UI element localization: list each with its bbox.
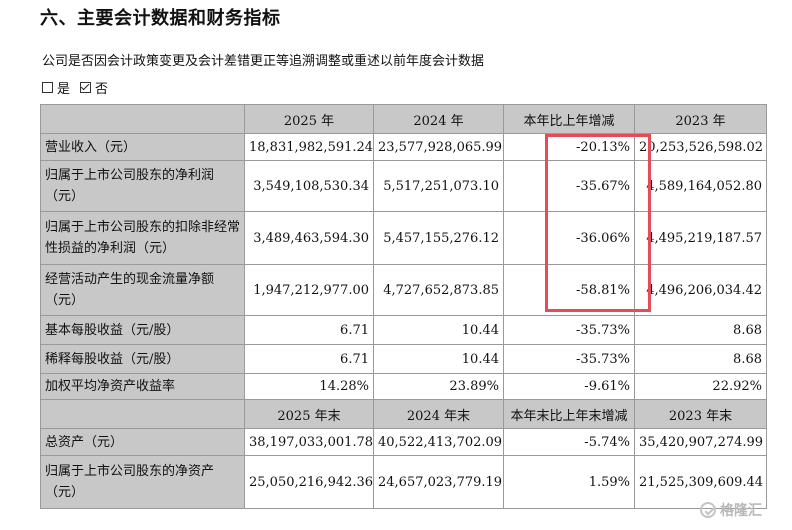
value-cell: 23.89%	[373, 373, 504, 400]
header-cell: 2024 年	[373, 104, 504, 134]
value-cell: 25,050,216,942.36	[244, 455, 374, 509]
yes-option-label: 是	[57, 82, 71, 97]
table-row: 基本每股收益（元/股） 6.71 10.44 -35.73% 8.68	[40, 315, 767, 345]
header-cell	[40, 399, 245, 429]
row-label: 加权平均净资产收益率	[40, 373, 245, 400]
row-label: 归属于上市公司股东的净资产（元）	[40, 455, 245, 509]
value-cell: 4,589,164,052.80	[634, 160, 767, 212]
table-row: 总资产（元） 38,197,033,001.78 40,522,413,702.…	[40, 428, 767, 456]
financial-indicators-table: 2025 年 2024 年 本年比上年增减 2023 年 营业收入（元） 18,…	[40, 104, 767, 509]
header-cell: 2023 年末	[634, 399, 767, 429]
change-cell: -9.61%	[503, 373, 635, 400]
table-row: 营业收入（元） 18,831,982,591.24 23,577,928,065…	[40, 133, 767, 161]
row-label: 归属于上市公司股东的净利润（元）	[40, 160, 245, 212]
value-cell: 3,489,463,594.30	[244, 211, 374, 265]
header-cell: 2023 年	[634, 104, 767, 134]
section-title: 六、主要会计数据和财务指标	[40, 8, 281, 29]
value-cell: 21,525,309,609.44	[634, 455, 767, 509]
check-circle-icon	[700, 502, 716, 518]
no-option-label: 否	[95, 82, 109, 97]
change-cell: -35.73%	[503, 344, 635, 374]
row-label: 经营活动产生的现金流量净额（元）	[40, 264, 245, 316]
value-cell: 4,727,652,873.85	[373, 264, 504, 316]
change-cell: 1.59%	[503, 455, 635, 509]
change-cell: -5.74%	[503, 428, 635, 456]
change-cell: -58.81%	[503, 264, 635, 316]
header-cell	[40, 104, 245, 134]
table-row: 归属于上市公司股东的扣除非经常性损益的净利润（元） 3,489,463,594.…	[40, 211, 767, 265]
watermark: 格隆汇	[700, 500, 762, 520]
value-cell: 4,496,206,034.42	[634, 264, 767, 316]
table-header-row: 2025 年末 2024 年末 本年末比上年末增减 2023 年末	[40, 399, 767, 429]
value-cell: 20,253,526,598.02	[634, 133, 767, 161]
value-cell: 8.68	[634, 344, 767, 374]
value-cell: 5,517,251,073.10	[373, 160, 504, 212]
table-header-row: 2025 年 2024 年 本年比上年增减 2023 年	[40, 104, 767, 134]
value-cell: 22.92%	[634, 373, 767, 400]
header-cell: 2025 年末	[244, 399, 374, 429]
change-cell: -36.06%	[503, 211, 635, 265]
value-cell: 4,495,219,187.57	[634, 211, 767, 265]
restatement-options: 是 否	[42, 78, 114, 97]
change-cell: -35.67%	[503, 160, 635, 212]
value-cell: 23,577,928,065.99	[373, 133, 504, 161]
table-row: 经营活动产生的现金流量净额（元） 1,947,212,977.00 4,727,…	[40, 264, 767, 316]
value-cell: 6.71	[244, 315, 374, 345]
header-cell: 本年末比上年末增减	[503, 399, 635, 429]
value-cell: 10.44	[373, 315, 504, 345]
change-cell: -35.73%	[503, 315, 635, 345]
header-cell: 2024 年末	[373, 399, 504, 429]
table-row: 归属于上市公司股东的净资产（元） 25,050,216,942.36 24,65…	[40, 455, 767, 509]
row-label: 基本每股收益（元/股）	[40, 315, 245, 345]
value-cell: 24,657,023,779.19	[373, 455, 504, 509]
restatement-question: 公司是否因会计政策变更及会计差错更正等追溯调整或重述以前年度会计数据	[42, 54, 485, 69]
row-label: 总资产（元）	[40, 428, 245, 456]
value-cell: 18,831,982,591.24	[244, 133, 374, 161]
header-cell: 本年比上年增减	[503, 104, 635, 134]
row-label: 稀释每股收益（元/股）	[40, 344, 245, 374]
table-row: 稀释每股收益（元/股） 6.71 10.44 -35.73% 8.68	[40, 344, 767, 374]
value-cell: 5,457,155,276.12	[373, 211, 504, 265]
row-label: 营业收入（元）	[40, 133, 245, 161]
value-cell: 40,522,413,702.09	[373, 428, 504, 456]
row-label: 归属于上市公司股东的扣除非经常性损益的净利润（元）	[40, 211, 245, 265]
value-cell: 10.44	[373, 344, 504, 374]
value-cell: 8.68	[634, 315, 767, 345]
value-cell: 1,947,212,977.00	[244, 264, 374, 316]
value-cell: 14.28%	[244, 373, 374, 400]
table-row: 归属于上市公司股东的净利润（元） 3,549,108,530.34 5,517,…	[40, 160, 767, 212]
value-cell: 38,197,033,001.78	[244, 428, 374, 456]
yes-checkbox[interactable]	[42, 82, 53, 93]
no-checkbox[interactable]	[80, 82, 92, 93]
value-cell: 3,549,108,530.34	[244, 160, 374, 212]
watermark-text: 格隆汇	[720, 503, 762, 519]
table-row: 加权平均净资产收益率 14.28% 23.89% -9.61% 22.92%	[40, 373, 767, 400]
change-cell: -20.13%	[503, 133, 635, 161]
value-cell: 35,420,907,274.99	[634, 428, 767, 456]
value-cell: 6.71	[244, 344, 374, 374]
header-cell: 2025 年	[244, 104, 374, 134]
